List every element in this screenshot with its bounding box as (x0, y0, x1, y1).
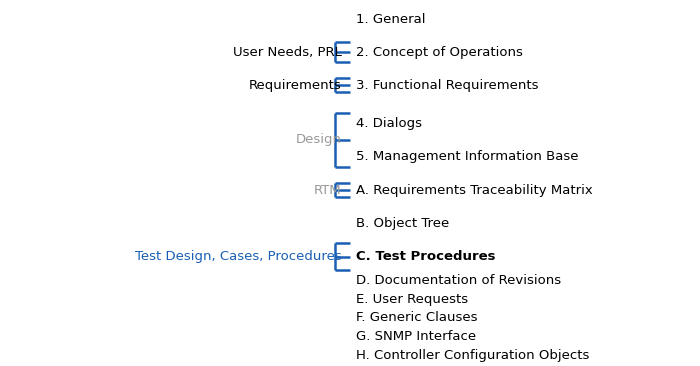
Text: H. Controller Configuration Objects: H. Controller Configuration Objects (356, 349, 589, 362)
Text: 4. Dialogs: 4. Dialogs (356, 117, 421, 130)
Text: E. User Requests: E. User Requests (356, 293, 468, 306)
Text: 5. Management Information Base: 5. Management Information Base (356, 150, 578, 163)
Text: Design: Design (295, 134, 342, 146)
Text: B. Object Tree: B. Object Tree (356, 217, 449, 230)
Text: C. Test Procedures: C. Test Procedures (356, 250, 495, 264)
Text: Requirements: Requirements (248, 79, 342, 92)
Text: D. Documentation of Revisions: D. Documentation of Revisions (356, 274, 561, 287)
Text: User Needs, PRL: User Needs, PRL (232, 45, 342, 59)
Text: A. Requirements Traceability Matrix: A. Requirements Traceability Matrix (356, 184, 592, 197)
Text: 1. General: 1. General (356, 14, 425, 26)
Text: 2. Concept of Operations: 2. Concept of Operations (356, 45, 522, 59)
Text: 3. Functional Requirements: 3. Functional Requirements (356, 79, 538, 92)
Text: Test Design, Cases, Procedures: Test Design, Cases, Procedures (135, 250, 342, 264)
Text: RTM: RTM (314, 184, 342, 197)
Text: F. Generic Clauses: F. Generic Clauses (356, 311, 477, 324)
Text: G. SNMP Interface: G. SNMP Interface (356, 330, 476, 343)
